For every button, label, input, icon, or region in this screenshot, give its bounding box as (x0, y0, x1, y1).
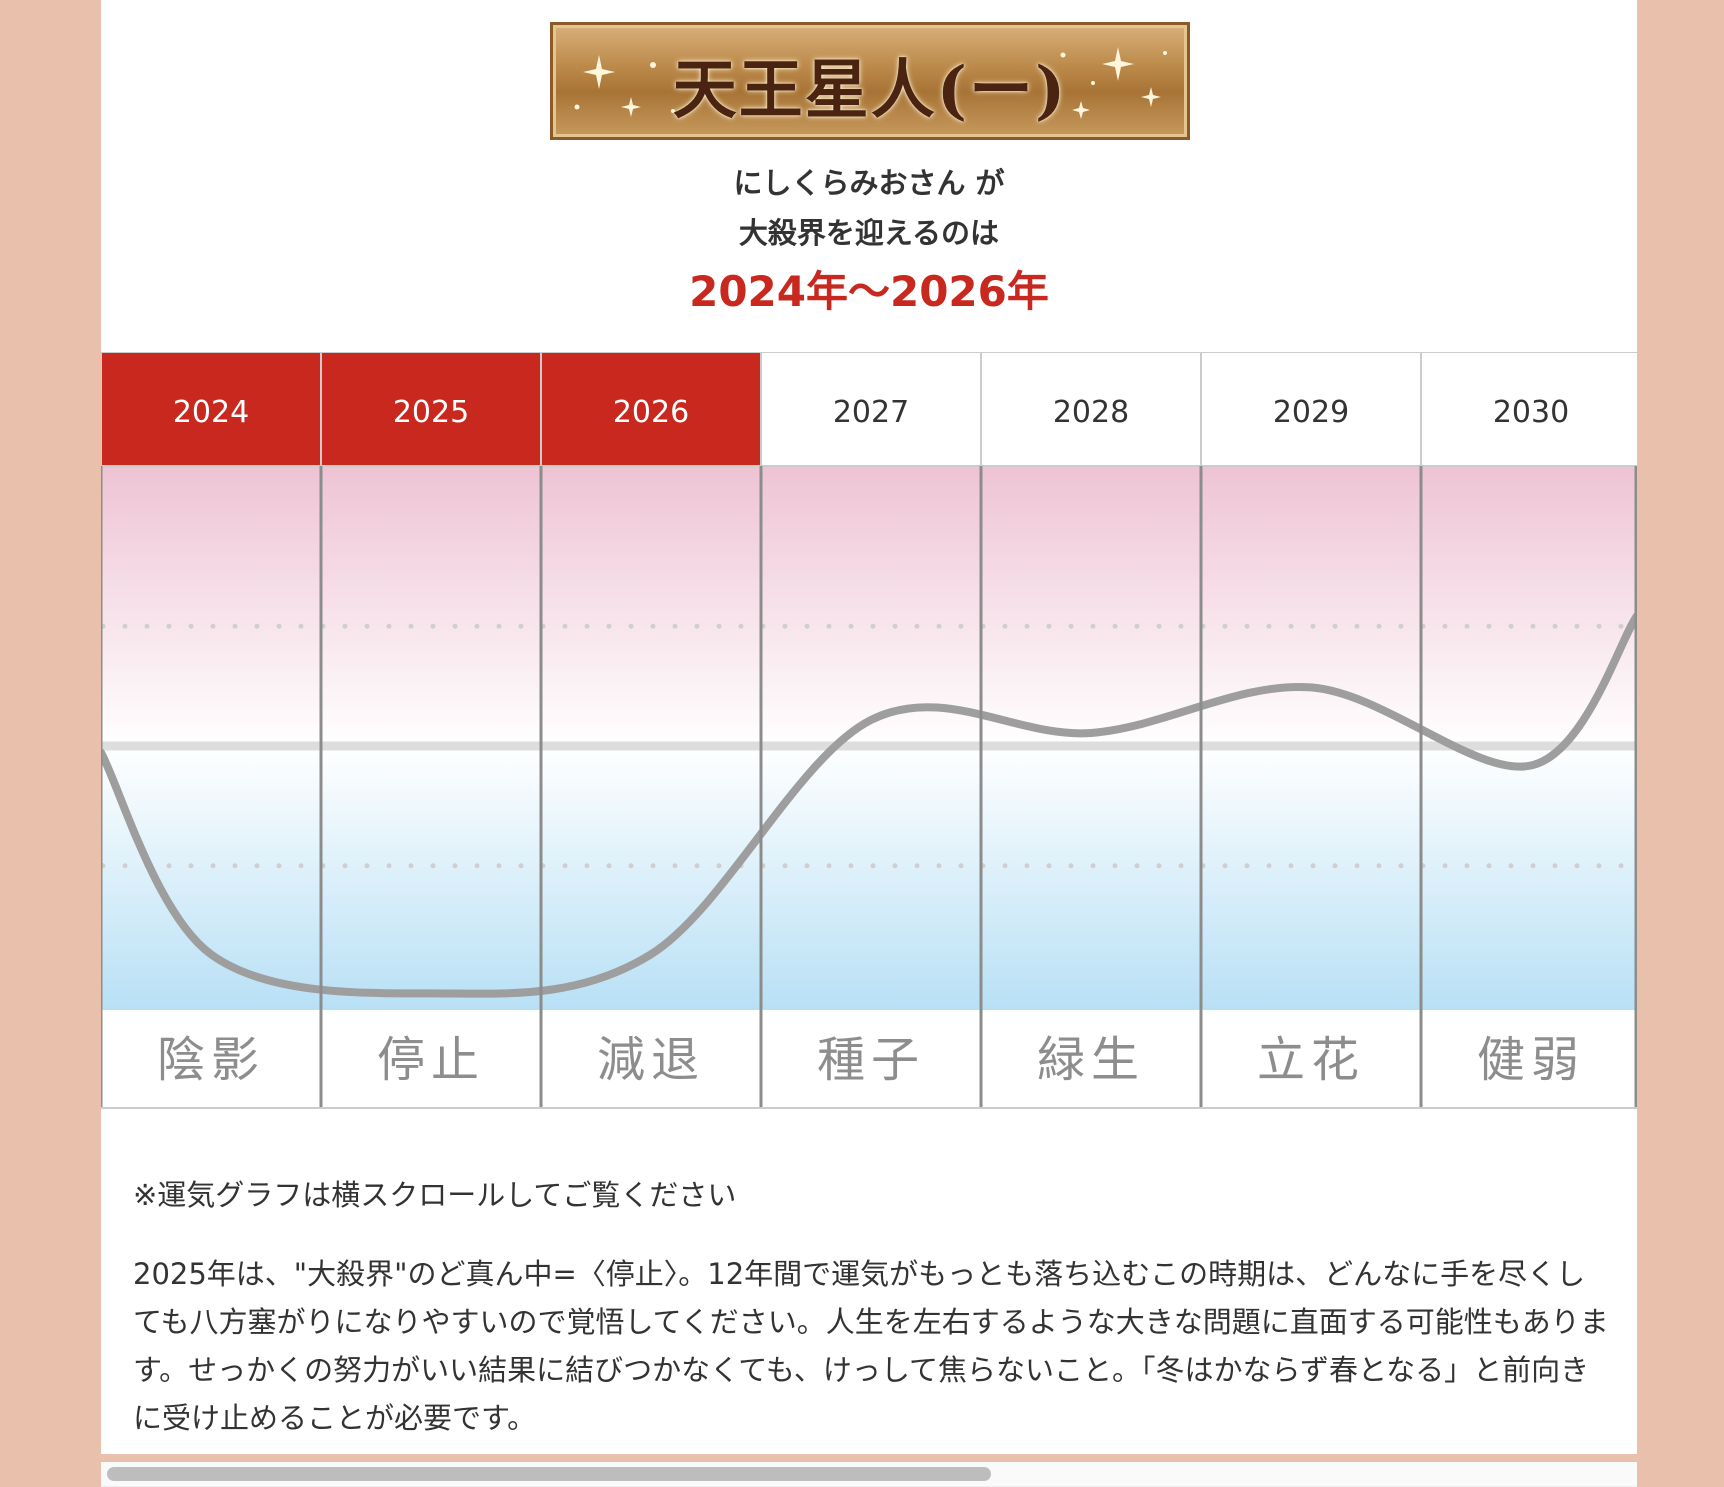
upper-band (101, 466, 1637, 746)
scroll-note: ※運気グラフは横スクロールしてご覧ください (133, 1178, 737, 1212)
year-label-2025: 2025 (393, 395, 469, 430)
phase-label-2: 減退 (597, 1032, 705, 1088)
fortune-description: 2025年は、"大殺界"のど真ん中=〈停止〉。12年間で運気がもっとも落ち込むこ… (133, 1257, 1609, 1435)
daisakkai-period: 2024年〜2026年 (689, 267, 1049, 316)
year-cell-2028 (980, 352, 1202, 467)
fortune-curve (101, 611, 1637, 998)
fortune-chart-svg: 2024 2025 2026 2027 2028 2029 2030 陰影 停止 減退 種子 緑生 立花… (101, 352, 1637, 1109)
phase-band (101, 1010, 1637, 1108)
phase-label-5: 立花 (1257, 1032, 1365, 1088)
phase-label-1: 停止 (377, 1032, 485, 1088)
year-label-2030: 2030 (1493, 395, 1569, 430)
year-label-2026: 2026 (613, 395, 689, 430)
phase-label-0: 陰影 (157, 1032, 265, 1088)
year-cell-2024 (101, 352, 322, 467)
fortune-chart[interactable]: 2024 2025 2026 2027 2028 2029 2030 陰影 停止 減退 種子 緑生 立花… (101, 352, 1637, 1487)
horizontal-scrollbar[interactable] (101, 1462, 1637, 1487)
year-label-2024: 2024 (173, 395, 249, 430)
phase-label-4: 緑生 (1037, 1032, 1145, 1088)
year-label-2028: 2028 (1053, 395, 1129, 430)
fortune-panel: 天王星人(ー) にしくらみおさん が 大殺界を迎えるのは 2024年〜2026年… (101, 0, 1637, 1487)
lower-band (101, 746, 1637, 1010)
daisakkai-line: 大殺界を迎えるのは (738, 216, 1000, 250)
star-type-banner: 天王星人(ー) (550, 22, 1190, 140)
star-type-title: 天王星人(ー) (672, 53, 1068, 128)
year-cell-2026 (540, 352, 762, 467)
year-cell-2029 (1200, 352, 1422, 467)
phase-label-3: 種子 (817, 1032, 925, 1088)
year-cell-2027 (760, 352, 982, 467)
sparkle-decoration (574, 47, 1167, 119)
phase-label-6: 健弱 (1477, 1032, 1585, 1088)
year-cell-2030 (1420, 352, 1637, 467)
scrollbar-thumb[interactable] (107, 1467, 991, 1481)
person-line: にしくらみおさん が (733, 166, 1005, 200)
year-cell-2025 (320, 352, 542, 467)
year-label-2027: 2027 (833, 395, 909, 430)
year-label-2029: 2029 (1273, 395, 1349, 430)
